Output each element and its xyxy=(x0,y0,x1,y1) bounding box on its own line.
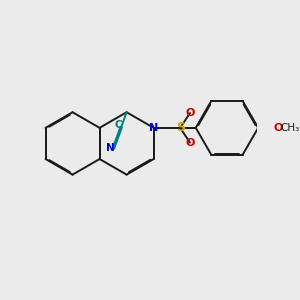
Text: C: C xyxy=(115,120,122,130)
Text: CH₃: CH₃ xyxy=(280,123,299,133)
Text: O: O xyxy=(185,138,195,148)
Text: S: S xyxy=(176,121,185,134)
Text: O: O xyxy=(274,123,283,133)
Text: O: O xyxy=(185,108,195,118)
Text: N: N xyxy=(106,143,115,153)
Text: N: N xyxy=(149,123,158,133)
